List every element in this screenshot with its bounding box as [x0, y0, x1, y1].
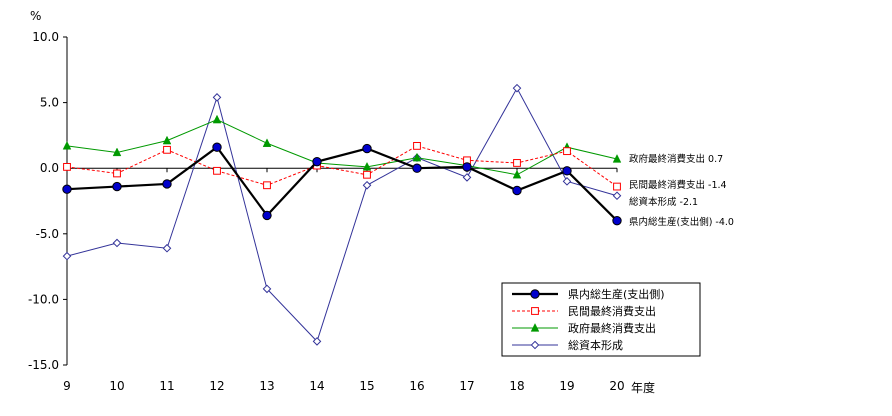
data-point	[512, 83, 522, 93]
end-label: 政府最終消費支出 0.7	[629, 153, 723, 165]
data-point	[513, 159, 521, 167]
data-point	[62, 140, 72, 150]
y-tick-label: 10.0	[32, 30, 59, 44]
data-point	[613, 182, 621, 191]
series-1	[62, 142, 622, 226]
series-line	[66, 145, 618, 187]
end-labels: 県内総生産(支出側) -4.0 民間最終消費支出 -1.4 政府最終消費支出 0.7…	[629, 153, 734, 228]
x-unit-label: 年度	[631, 380, 655, 395]
data-point	[113, 169, 121, 178]
data-point	[412, 163, 422, 173]
y-tick-label: -15.0	[28, 358, 59, 372]
data-point	[162, 179, 172, 189]
data-point	[112, 147, 122, 157]
data-point	[262, 138, 272, 147]
x-tick-label: 19	[559, 379, 574, 393]
data-point	[162, 135, 172, 145]
data-point	[562, 177, 572, 186]
data-point	[212, 114, 222, 124]
data-point	[362, 180, 372, 190]
x-tick-label: 9	[63, 379, 71, 393]
data-point	[530, 289, 540, 299]
data-point	[162, 243, 172, 253]
data-point	[413, 141, 421, 150]
data-point	[212, 142, 222, 152]
data-point	[612, 191, 622, 201]
data-point	[530, 323, 540, 332]
legend-item: 県内総生産(支出側)	[512, 287, 665, 301]
x-tick-label: 10	[109, 379, 124, 393]
y-tick-label: -5.0	[36, 227, 59, 241]
data-point	[612, 215, 622, 226]
x-tick-label: 13	[259, 379, 274, 393]
series-2	[63, 141, 621, 191]
series-line	[66, 119, 618, 176]
series-layer	[62, 83, 622, 346]
data-point	[462, 162, 472, 172]
end-label: 総資本形成 -2.1	[629, 196, 698, 208]
data-point	[412, 152, 422, 162]
data-point	[112, 181, 122, 192]
series-3	[62, 114, 622, 179]
data-point	[263, 181, 271, 190]
data-point	[612, 154, 622, 163]
legend-label: 政府最終消費支出	[568, 321, 656, 335]
data-point	[63, 162, 71, 171]
data-point	[262, 210, 272, 221]
y-tick-label: -10.0	[28, 292, 59, 306]
legend-item: 総資本形成	[512, 338, 623, 352]
data-point	[531, 307, 539, 315]
legend-item: 民間最終消費支出	[512, 304, 656, 318]
axes: 10.0 5.0 0.0 -5.0 -10.0 -15.0 9 10 11 12 13 14 15 16 1…	[28, 9, 655, 395]
legend-item: 政府最終消費支出	[512, 321, 656, 335]
y-tick-label: 5.0	[40, 96, 59, 110]
data-point	[112, 238, 122, 248]
data-point	[62, 184, 72, 194]
data-point	[530, 340, 540, 350]
y-tick-label: 0.0	[40, 161, 59, 175]
x-tick-label: 15	[359, 379, 374, 393]
data-point	[213, 166, 221, 175]
data-point	[363, 170, 371, 179]
x-tick-label: 18	[509, 379, 524, 393]
series-line	[66, 87, 618, 343]
data-point	[462, 173, 472, 182]
legend-label: 民間最終消費支出	[568, 304, 656, 318]
legend-label: 県内総生産(支出側)	[568, 287, 665, 301]
data-point	[563, 147, 571, 156]
data-point	[262, 284, 272, 294]
y-unit-label: %	[30, 9, 41, 23]
data-point	[362, 143, 372, 154]
data-point	[312, 156, 322, 167]
end-label: 民間最終消費支出 -1.4	[629, 179, 727, 191]
series-line	[66, 145, 618, 222]
x-tick-label: 16	[409, 379, 424, 393]
x-tick-label: 20	[609, 379, 624, 393]
legend-label: 総資本形成	[568, 338, 623, 352]
data-point	[512, 185, 522, 196]
data-point	[512, 169, 522, 179]
x-tick-label: 17	[459, 379, 474, 393]
data-point	[312, 337, 322, 346]
data-point	[212, 93, 222, 102]
data-point	[62, 251, 72, 261]
data-point	[562, 166, 572, 176]
data-point	[163, 145, 171, 154]
x-tick-label: 12	[209, 379, 224, 393]
x-tick-label: 11	[159, 379, 174, 393]
end-label: 県内総生産(支出側) -4.0	[629, 216, 734, 228]
x-tick-label: 14	[309, 379, 324, 393]
data-point	[362, 161, 372, 171]
